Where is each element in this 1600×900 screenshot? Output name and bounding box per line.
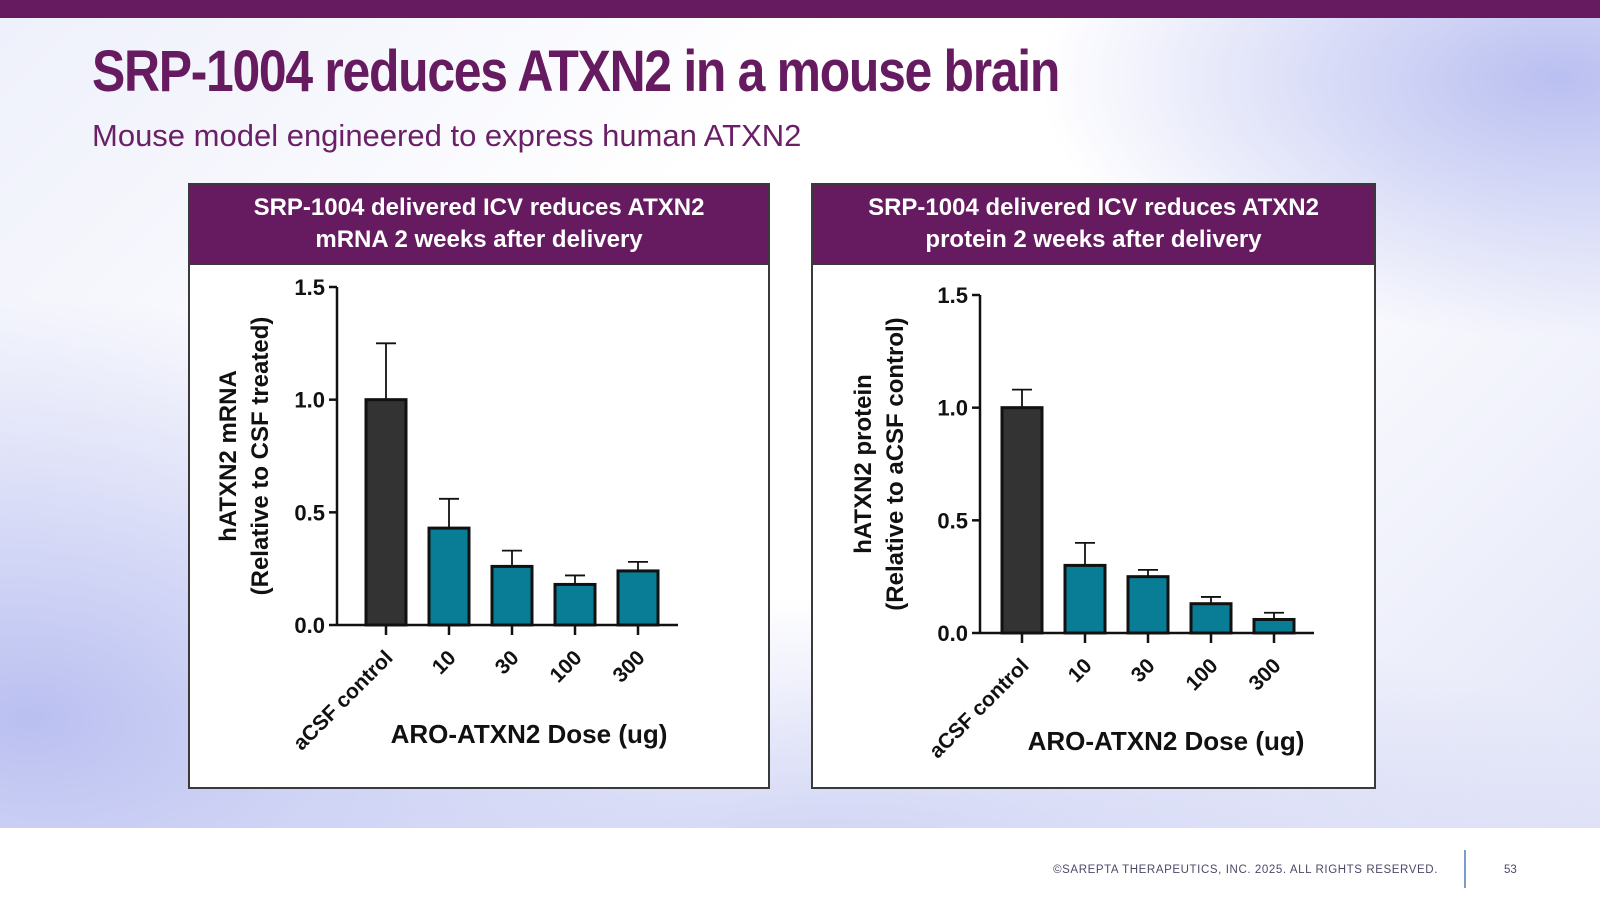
y-tick-label: 1.0 [937, 396, 968, 421]
bar-100 [1189, 602, 1233, 635]
y-tick-label: 1.5 [937, 283, 968, 308]
bar-300 [616, 569, 660, 627]
copyright-notice: ©SAREPTA THERAPEUTICS, INC. 2025. ALL RI… [1053, 864, 1438, 876]
bar-300 [1252, 617, 1296, 635]
bar-100 [553, 582, 597, 627]
bar-30 [490, 564, 534, 627]
x-axis-label: ARO-ATXN2 Dose (ug) [1028, 726, 1305, 756]
protein-panel-header-line1: SRP-1004 delivered ICV reduces ATXN2 [868, 194, 1319, 221]
x-axis-label: ARO-ATXN2 Dose (ug) [391, 719, 668, 749]
slide-subtitle: Mouse model engineered to express human … [92, 118, 802, 153]
protein-panel-header-line2: protein 2 weeks after delivery [925, 226, 1262, 253]
protein-bar-chart: 0.0 0.5 1.0 1.5 aCSF control 10 30 100 300 ARO-AT… [850, 283, 1314, 763]
bar-30 [1126, 575, 1170, 635]
y-axis-label: hATXN2 protein (Relative to aCSF control) [850, 317, 909, 610]
y-tick-label: 0.0 [294, 613, 325, 638]
mrna-chart-panel: SRP-1004 delivered ICV reduces ATXN2 mRN… [188, 183, 770, 789]
bar-acsf-control [1000, 406, 1044, 635]
y-tick-label: 1.0 [294, 388, 325, 413]
y-axis-label-line2: (Relative to aCSF control) [882, 317, 909, 610]
y-axis-label-line1: hATXN2 protein [850, 374, 877, 554]
x-tick-label: 100 [1181, 654, 1222, 695]
y-axis-label: hATXN2 mRNA (Relative to CSF treated) [215, 317, 274, 596]
slide-title: SRP-1004 reduces ATXN2 in a mouse brain [92, 39, 1060, 104]
footer-divider [1464, 850, 1466, 888]
y-tick-label: 0.5 [294, 500, 325, 525]
x-tick-label: 30 [1127, 654, 1160, 687]
x-tick-label: 300 [1244, 654, 1285, 695]
x-tick-label: 10 [1064, 654, 1097, 687]
protein-panel-header: SRP-1004 delivered ICV reduces ATXN2 pro… [813, 185, 1374, 265]
mrna-panel-header-line2: mRNA 2 weeks after delivery [315, 226, 643, 253]
mrna-panel-header: SRP-1004 delivered ICV reduces ATXN2 mRN… [190, 185, 768, 265]
bar-10 [427, 526, 471, 627]
top-accent-bar [0, 0, 1600, 18]
y-tick-label: 1.5 [294, 275, 325, 300]
y-axis-label-line1: hATXN2 mRNA [215, 370, 242, 542]
bar-10 [1063, 563, 1107, 635]
y-axis-label-line2: (Relative to CSF treated) [247, 317, 274, 596]
x-tick-label: 300 [608, 646, 649, 687]
mrna-panel-header-line1: SRP-1004 delivered ICV reduces ATXN2 [253, 194, 705, 221]
x-tick-label: 10 [428, 646, 461, 679]
x-tick-label: aCSF control [925, 654, 1034, 763]
x-tick-label: 100 [545, 646, 586, 687]
protein-chart-panel: SRP-1004 delivered ICV reduces ATXN2 pro… [811, 183, 1376, 789]
y-tick-label: 0.0 [937, 621, 968, 646]
page-number: 53 [1504, 864, 1517, 876]
x-tick-label: 30 [491, 646, 524, 679]
bar-acsf-control [364, 398, 408, 627]
mrna-bar-chart: 0.0 0.5 1.0 1.5 aCSF control 10 30 100 300 ARO-AT… [215, 275, 678, 755]
x-tick-label: aCSF control [289, 646, 398, 755]
y-tick-label: 0.5 [937, 508, 968, 533]
